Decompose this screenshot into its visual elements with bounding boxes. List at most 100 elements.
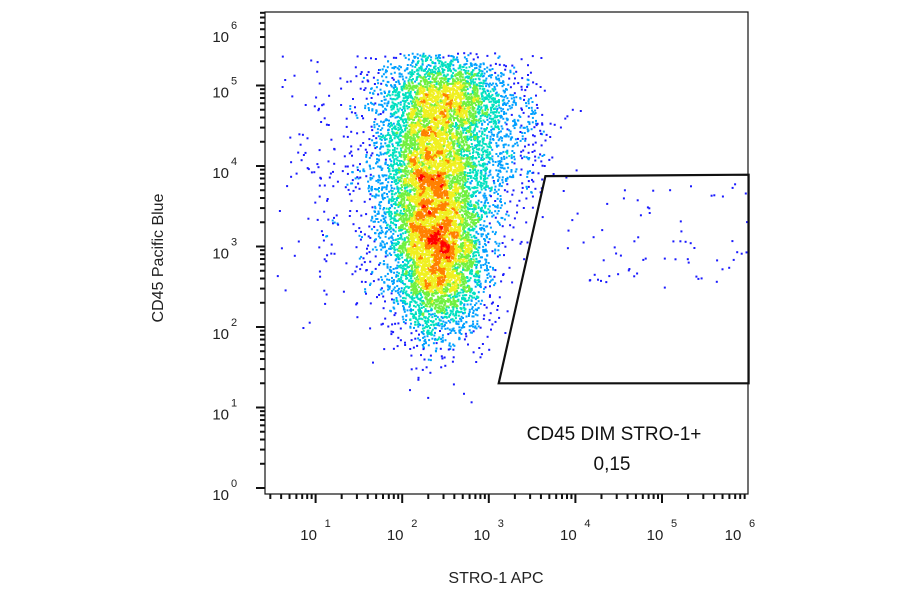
event-dot (410, 160, 413, 163)
event-dot (391, 165, 394, 167)
event-dot (487, 268, 490, 271)
event-dot (389, 153, 392, 156)
event-dot (374, 147, 377, 150)
event-dot (392, 153, 395, 156)
event-dot (412, 213, 415, 216)
event-dot (400, 85, 403, 88)
event-dot (444, 188, 447, 190)
event-dot (454, 229, 457, 232)
event-dot (452, 205, 455, 208)
event-dot (403, 157, 406, 160)
event-dot (475, 132, 478, 135)
event-dot (428, 137, 431, 140)
event-dot (460, 308, 463, 311)
event-dot (423, 319, 426, 322)
event-dot (444, 264, 447, 267)
event-dot (430, 168, 433, 171)
event-dot (388, 149, 391, 152)
event-dot (388, 125, 391, 128)
event-dot (404, 125, 407, 128)
event-dot (383, 102, 386, 105)
event-dot (361, 80, 364, 83)
event-dot (508, 77, 511, 80)
event-dot (425, 126, 428, 129)
event-dot (438, 144, 441, 147)
event-dot (420, 255, 423, 257)
event-dot (428, 54, 431, 57)
event-dot (379, 236, 382, 239)
event-dot (418, 105, 421, 108)
event-dot (472, 244, 475, 247)
event-dot (504, 332, 507, 334)
event-dot (405, 173, 408, 176)
event-dot (466, 276, 469, 279)
event-dot (465, 132, 468, 134)
event-dot (415, 367, 418, 370)
event-dot (430, 204, 433, 206)
event-dot (452, 173, 454, 176)
event-dot (401, 108, 404, 111)
event-dot (468, 308, 471, 311)
event-dot (463, 207, 466, 210)
event-dot (420, 193, 423, 196)
event-dot (430, 178, 433, 181)
event-dot (432, 145, 434, 148)
event-dot (478, 141, 481, 144)
event-dot (450, 318, 453, 321)
event-dot (426, 175, 429, 178)
event-dot (369, 91, 372, 94)
event-dot (418, 181, 421, 184)
event-dot (412, 121, 415, 124)
event-dot (414, 123, 417, 126)
event-dot (438, 261, 441, 264)
event-dot (461, 127, 464, 130)
event-dot (469, 125, 471, 127)
event-dot (447, 147, 450, 149)
event-dot (421, 162, 424, 165)
event-dot (397, 336, 400, 339)
event-dot (406, 127, 408, 130)
event-dot (420, 217, 423, 220)
event-dot (376, 158, 379, 161)
event-dot (414, 337, 417, 340)
event-dot (445, 176, 448, 179)
event-dot (429, 221, 432, 223)
event-dot (456, 275, 459, 278)
event-dot (377, 165, 380, 168)
event-dot (401, 238, 404, 241)
event-dot (476, 215, 479, 218)
event-dot (437, 172, 440, 175)
event-dot (385, 221, 388, 224)
event-dot (412, 104, 415, 107)
event-dot (449, 187, 452, 190)
event-dot (422, 54, 425, 57)
event-dot (419, 308, 421, 311)
event-dot (450, 194, 453, 197)
event-dot (423, 145, 426, 148)
event-dot (399, 250, 401, 253)
event-dot (388, 90, 391, 93)
event-dot (470, 156, 473, 158)
event-dot (372, 167, 375, 170)
event-dot (415, 161, 418, 164)
event-dot (461, 91, 464, 94)
event-dot (396, 267, 399, 270)
event-dot (431, 316, 434, 319)
event-dot (418, 317, 421, 320)
event-dot (425, 119, 428, 122)
event-dot (463, 150, 465, 153)
event-dot (372, 103, 375, 106)
event-dot (370, 125, 373, 128)
event-dot (481, 85, 484, 88)
event-dot (391, 290, 394, 292)
event-dot (393, 187, 396, 190)
event-dot (455, 200, 458, 203)
event-dot (423, 235, 426, 238)
event-dot (409, 304, 412, 307)
event-dot (462, 95, 465, 98)
event-dot (368, 156, 371, 159)
event-dot (429, 327, 431, 329)
event-dot (401, 146, 404, 149)
event-dot (425, 156, 428, 159)
event-dot (438, 193, 441, 196)
